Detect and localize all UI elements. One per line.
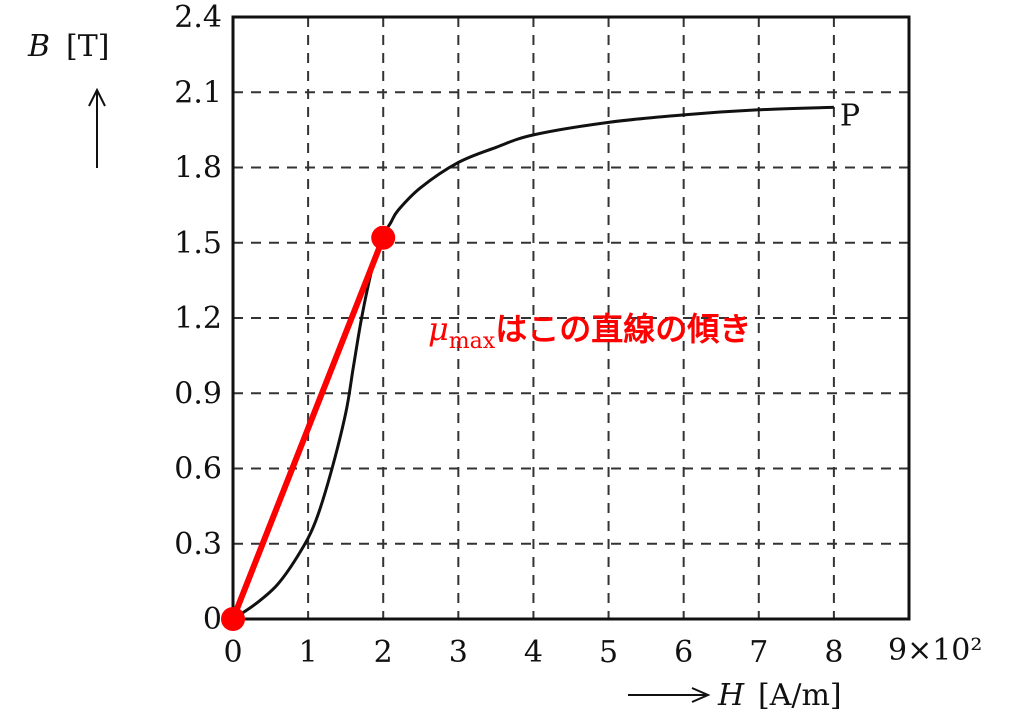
y-tick-label: 2.1 [174, 75, 222, 110]
tangent-point [371, 225, 396, 250]
x-tick-label: 1 [299, 635, 318, 670]
mu-max-annotation: μmaxはこの直線の傾き [428, 310, 751, 354]
y-tick-label: 1.8 [174, 151, 222, 186]
grid-lines [233, 17, 909, 619]
x-scale-note: 9×10² [888, 633, 982, 668]
y-tick-label: 2.4 [174, 0, 222, 35]
x-tick-label: 6 [674, 635, 693, 670]
x-tick-label: 8 [824, 635, 843, 670]
x-axis-arrow-icon [628, 687, 711, 703]
plot-frame [231, 15, 911, 621]
x-tick-label: 4 [524, 635, 543, 670]
y-tick-label: 1.5 [174, 226, 222, 261]
x-axis-unit: [A/m] [758, 678, 842, 713]
y-tick-label: 1.2 [174, 301, 222, 336]
y-tick-labels: 0 0.3 0.6 0.9 1.2 1.5 1.8 2.1 2.4 [174, 0, 222, 637]
y-tick-label: 0.6 [174, 452, 222, 487]
y-tick-label: 0.3 [174, 527, 222, 562]
x-axis-label: H [717, 678, 745, 713]
x-tick-labels: 0 1 2 3 4 5 6 7 8 [223, 635, 843, 670]
x-tick-label: 0 [223, 635, 242, 670]
x-tick-label: 5 [599, 635, 618, 670]
y-axis-label: B [27, 29, 50, 64]
x-tick-label: 2 [374, 635, 393, 670]
y-axis-arrow-icon [88, 87, 106, 168]
mu-max-line [230, 234, 387, 622]
y-tick-label: 0.9 [174, 376, 222, 411]
y-axis-unit: [T] [66, 29, 109, 64]
point-p-label: P [840, 98, 860, 133]
y-tick-label: 0 [203, 602, 222, 637]
origin-point [221, 607, 245, 631]
x-tick-label: 3 [449, 635, 468, 670]
x-tick-label: 7 [749, 635, 768, 670]
